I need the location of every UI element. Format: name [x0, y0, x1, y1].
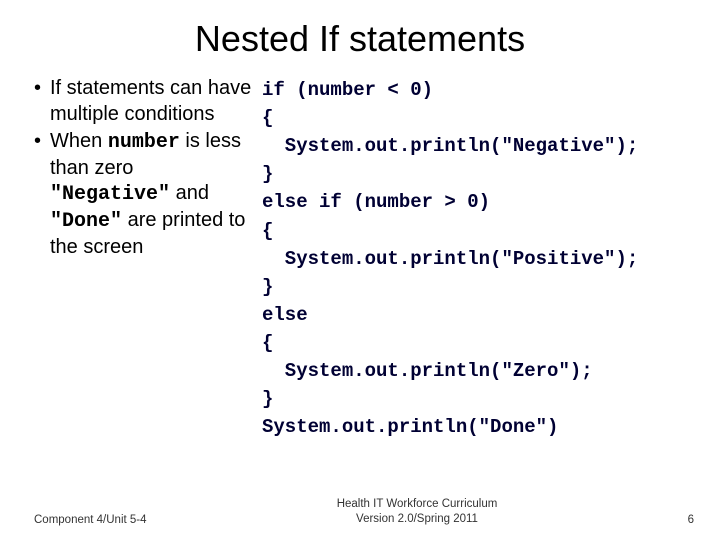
footer-center-line: Version 2.0/Spring 2011	[164, 512, 670, 526]
bullet-text: and	[170, 182, 209, 204]
footer: Component 4/Unit 5-4 Health IT Workforce…	[0, 497, 720, 526]
code-line: }	[262, 276, 273, 298]
content-area: If statements can have multiple conditio…	[0, 70, 720, 441]
code-line: {	[262, 220, 273, 242]
bullet-item: If statements can have multiple conditio…	[34, 76, 256, 127]
code-line: }	[262, 388, 273, 410]
bullet-text: When	[50, 130, 108, 152]
code-block: if (number < 0) { System.out.println("Ne…	[262, 76, 700, 441]
code-inline: number	[108, 131, 180, 154]
footer-left: Component 4/Unit 5-4	[34, 514, 164, 526]
code-line: {	[262, 332, 273, 354]
code-line: }	[262, 163, 273, 185]
code-line: if (number < 0)	[262, 79, 433, 101]
footer-center: Health IT Workforce Curriculum Version 2…	[164, 497, 670, 526]
code-inline: "Done"	[50, 210, 122, 233]
code-line: System.out.println("Done")	[262, 416, 558, 438]
bullet-column: If statements can have multiple conditio…	[34, 76, 262, 441]
code-inline: "Negative"	[50, 183, 170, 206]
code-line: {	[262, 107, 273, 129]
code-line: System.out.println("Negative");	[262, 135, 638, 157]
code-line: System.out.println("Zero");	[262, 360, 593, 382]
bullet-text: If statements can have multiple conditio…	[50, 77, 251, 125]
slide-title: Nested If statements	[0, 0, 720, 70]
bullet-item: When number is less than zero "Negative"…	[34, 129, 256, 260]
code-line: else if (number > 0)	[262, 191, 490, 213]
footer-center-line: Health IT Workforce Curriculum	[164, 497, 670, 511]
bullet-list: If statements can have multiple conditio…	[34, 76, 256, 260]
page-number: 6	[670, 514, 694, 526]
code-line: else	[262, 304, 308, 326]
code-line: System.out.println("Positive");	[262, 248, 638, 270]
